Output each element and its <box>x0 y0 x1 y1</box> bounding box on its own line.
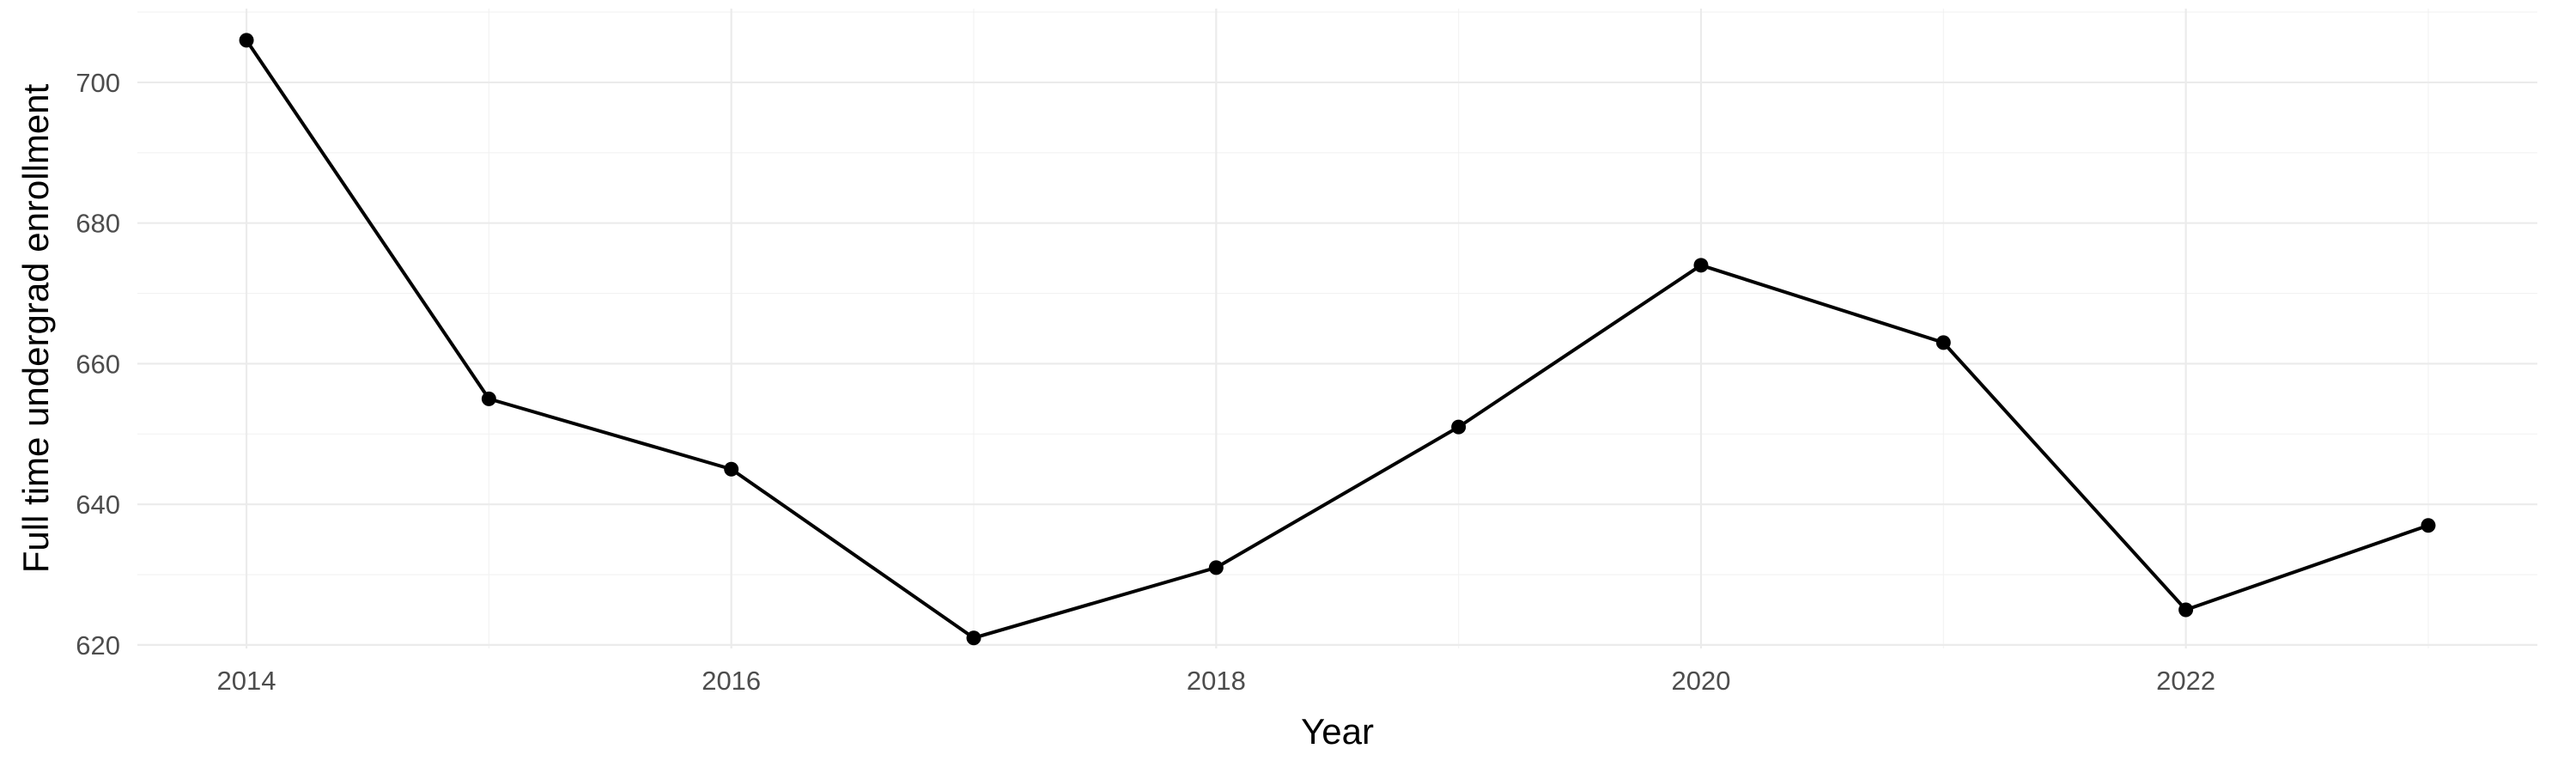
x-axis-title: Year <box>1301 711 1374 752</box>
data-point-2017 <box>966 630 981 646</box>
series-line <box>245 38 2430 640</box>
data-point-2022 <box>2178 602 2194 618</box>
x-tick-label: 2014 <box>217 666 276 696</box>
x-tick-label: 2020 <box>1672 666 1731 696</box>
data-point-2020 <box>1693 258 1709 273</box>
y-tick-label: 660 <box>76 349 120 379</box>
x-tick-label: 2018 <box>1187 666 1246 696</box>
y-axis-tick-labels: 620 640 660 680 700 <box>76 68 120 660</box>
data-point-2023 <box>2421 518 2436 533</box>
x-axis-tick-labels: 2014 2016 2018 2020 2022 <box>217 666 2216 696</box>
y-tick-label: 640 <box>76 490 120 520</box>
series-layer <box>239 33 2436 646</box>
x-tick-label: 2022 <box>2156 666 2215 696</box>
data-point-2018 <box>1208 560 1224 575</box>
data-point-2019 <box>1451 419 1467 435</box>
y-tick-label: 680 <box>76 209 120 239</box>
major-gridlines <box>137 9 2537 648</box>
y-tick-label: 700 <box>76 68 120 98</box>
data-point-2021 <box>1935 335 1951 350</box>
x-tick-label: 2016 <box>702 666 761 696</box>
data-point-2014 <box>239 33 254 48</box>
minor-gridlines <box>137 9 2537 648</box>
y-axis-title: Full time undergrad enrollment <box>15 83 56 573</box>
data-point-2015 <box>481 391 496 406</box>
data-point-2016 <box>724 461 739 477</box>
y-tick-label: 620 <box>76 630 120 660</box>
